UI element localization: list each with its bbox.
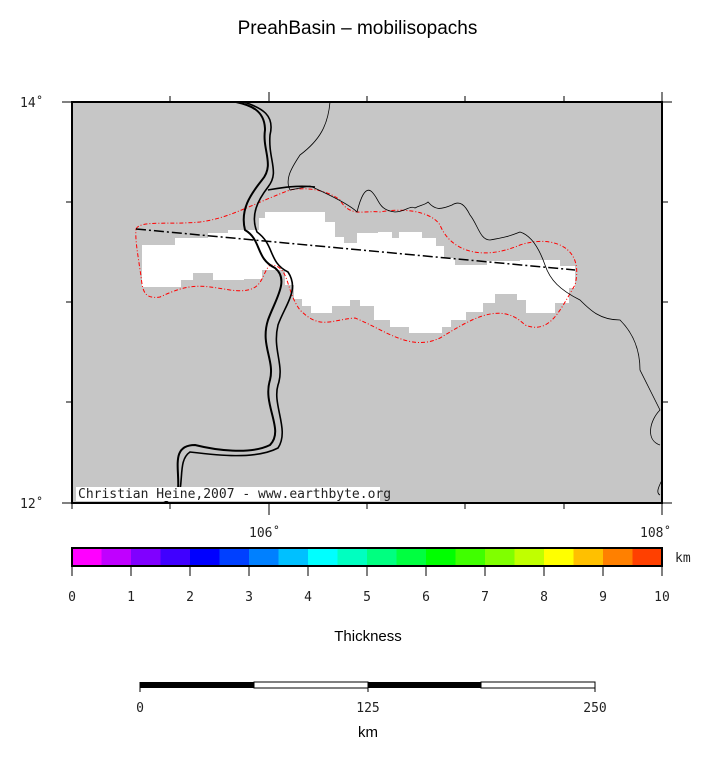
colorbar-tick-label: 3 [245,590,253,605]
scale-segment [253,681,369,689]
colorbar-bin [101,548,132,566]
colorbar-tick-label: 4 [304,590,312,605]
river-mekong-bank [177,101,294,501]
colorbar-tick-label: 10 [654,590,670,605]
colorbar-bin [396,548,427,566]
colorbar-bin [249,548,279,566]
lat-label-14: 14˚ [20,95,43,111]
map-panel: Christian Heine,2007 - www.earthbyte.org… [20,92,672,541]
basin-fill [142,212,575,333]
colorbar-bin [426,548,456,566]
scale-segment [368,682,481,688]
scale-unit: km [358,724,378,741]
colorbar-bin [514,548,545,566]
lon-label-106: 106˚ [249,525,280,541]
colorbar-bin [573,548,604,566]
colorbar-tick-label: 7 [481,590,489,605]
colorbar-tick-label: 6 [422,590,430,605]
colorbar-bin [337,548,368,566]
credit-background [76,487,380,501]
colorbar-bin [278,548,309,566]
cross-section-line [135,228,576,271]
lat-label-12: 12˚ [20,496,43,512]
credit-text: Christian Heine,2007 - www.earthbyte.org [78,487,391,502]
colorbar-unit: km [675,551,691,566]
map-title: PreahBasin – mobilisopachs [237,18,478,39]
colorbar-tick-label: 8 [540,590,548,605]
colorbar-bin [131,548,161,566]
colorbar-bin [308,548,338,566]
colorbar-bin [72,548,102,566]
colorbar: 0 1 2 3 4 5 6 7 8 9 10 [68,547,670,605]
colorbar-bin [190,548,220,566]
scale-bar: 0 125 250 km [136,681,607,741]
colorbar-bin [544,548,574,566]
colorbar-tick-label: 5 [363,590,371,605]
scale-label-125: 125 [356,701,379,716]
colorbar-tick-label: 0 [68,590,76,605]
basin-outline [135,188,578,343]
colorbar-bin [160,548,191,566]
colorbar-bin [632,548,663,566]
colorbar-bin [455,548,486,566]
axis-ticks [62,92,672,515]
colorbar-bin [603,548,633,566]
scale-segment [480,681,596,689]
colorbar-tick-label: 9 [599,590,607,605]
colorbar-bin [485,548,515,566]
colorbar-bin [219,548,250,566]
river-mekong [162,101,283,504]
colorbar-bin [367,548,397,566]
colorbar-tick-label: 1 [127,590,135,605]
scale-label-250: 250 [583,701,606,716]
lon-label-108: 108˚ [640,525,671,541]
colorbar-tick-label: 2 [186,590,194,605]
scale-label-0: 0 [136,701,144,716]
colorbar-label: Thickness [334,628,402,645]
scale-segment [140,682,254,688]
